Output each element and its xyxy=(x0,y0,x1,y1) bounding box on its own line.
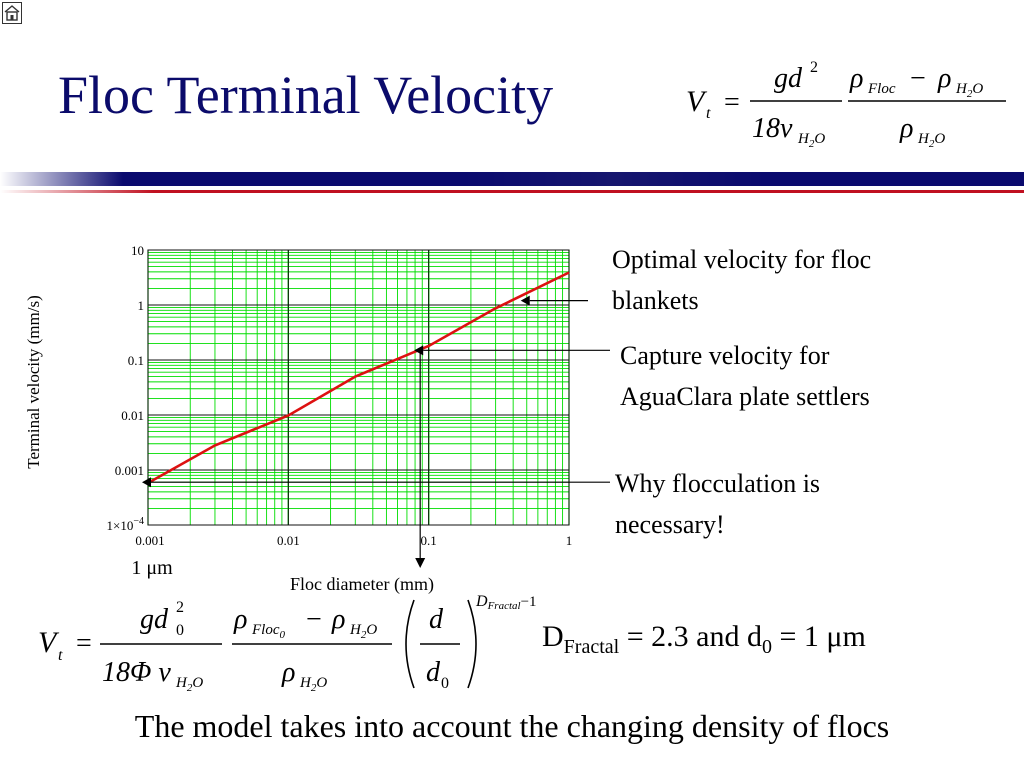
terminal-velocity-formula: V t = gd 2 18ν H2O ρ Floc − ρ H2O ρ H2O xyxy=(686,59,1006,150)
exponent: DFractal−1 xyxy=(475,593,537,612)
formula-eq: = xyxy=(724,87,740,118)
formula-num2-rho2-sub: H2O xyxy=(955,81,983,100)
annotation-line: Capture velocity for xyxy=(620,341,830,370)
x-tick-label: 0.001 xyxy=(135,533,164,548)
formula-num2-minus: − xyxy=(910,63,926,94)
formula-lhs: V xyxy=(686,85,708,118)
formula-num2-rho2-sub: H2O xyxy=(349,622,377,641)
y-tick-label-bottom: 1×10−4 xyxy=(107,516,144,533)
annotation-line: Optimal velocity for floc xyxy=(612,245,872,274)
x-axis-label: Floc diameter (mm) xyxy=(290,574,434,595)
formula-den2-rho: ρ xyxy=(899,113,913,144)
annotation-line: blankets xyxy=(612,286,699,315)
ratio-num: d xyxy=(429,604,444,635)
home-icon xyxy=(4,5,20,21)
y-tick-label: 10 xyxy=(131,243,144,258)
formula-den2-rho: ρ xyxy=(281,657,295,688)
slide-title: Floc Terminal Velocity xyxy=(58,65,554,125)
formula-num1-sup: 2 xyxy=(810,59,818,76)
ratio-den: d xyxy=(426,657,441,688)
markers xyxy=(142,295,530,488)
formula-num2-rho1-sub: Floc0 xyxy=(251,622,286,641)
formula-num2-rho1: ρ xyxy=(849,63,863,94)
ratio-den-sub: 0 xyxy=(441,675,449,692)
formula-num1-sup: 2 xyxy=(176,599,184,616)
param-D: D xyxy=(542,620,564,653)
formula-num1: gd xyxy=(140,604,169,635)
y-tick-label: 0.01 xyxy=(121,408,144,423)
curve-marker xyxy=(520,295,530,306)
formula-lhs-sub: t xyxy=(706,105,711,122)
fractal-velocity-formula: V t = gd 0 2 18Φ ν H2O ρ Floc0 − ρ H2O ρ… xyxy=(38,593,537,694)
annotation-line: AguaClara plate settlers xyxy=(620,382,870,411)
formula-den1-sub: H2O xyxy=(797,131,825,150)
home-button[interactable] xyxy=(2,2,22,24)
formula-num2-minus: − xyxy=(306,604,322,635)
series-line xyxy=(147,271,570,485)
x-extra-label: 1 μm xyxy=(131,557,173,579)
y-tick-label: 0.1 xyxy=(128,353,144,368)
formula-num2-rho1-sub: Floc xyxy=(867,81,896,97)
formula-den2-sub: H2O xyxy=(299,675,327,694)
right-paren xyxy=(467,599,477,689)
formula-num1-sub: 0 xyxy=(176,622,184,639)
formula-num2-rho1: ρ xyxy=(233,604,247,635)
y-tick-label: 0.001 xyxy=(115,463,144,478)
formula-den1: 18ν xyxy=(752,113,793,144)
left-paren xyxy=(405,599,415,689)
annotation-capture-velocity: Capture velocity for AguaClara plate set… xyxy=(620,335,870,417)
fractal-parameters: DFractal = 2.3 and d0 = 1 μm xyxy=(542,620,866,659)
param-D-sub: Fractal xyxy=(563,636,620,658)
x-tick-label: 0.1 xyxy=(421,533,437,548)
formula-den1: 18Φ ν xyxy=(102,657,171,688)
divider-band-blue xyxy=(0,172,1024,186)
formula-den2-sub: H2O xyxy=(917,131,945,150)
formula-lhs-sub: t xyxy=(58,647,63,664)
pointer-down-arrowhead xyxy=(415,558,426,568)
x-tick-label: 0.01 xyxy=(277,533,300,548)
formula-num2-rho2: ρ xyxy=(937,63,951,94)
velocity-chart: 10 1 0.1 0.01 0.001 1×10−4 0.001 0.01 0.… xyxy=(107,243,610,595)
formula-num1: gd xyxy=(774,63,803,94)
annotation-pointers xyxy=(151,300,610,568)
plot-area xyxy=(147,249,570,526)
divider-band-red xyxy=(0,190,1024,193)
y-tick-label: 1 xyxy=(138,298,145,313)
curve-marker xyxy=(142,477,151,488)
formula-num2-rho2: ρ xyxy=(331,604,345,635)
curve-marker xyxy=(414,345,424,356)
param-d-sub: 0 xyxy=(761,636,772,658)
annotation-why-flocculation: Why flocculation is necessary! xyxy=(615,463,820,545)
x-tick-label: 1 xyxy=(566,533,573,548)
formula-den1-sub: H2O xyxy=(175,675,203,694)
formula-eq: = xyxy=(76,628,92,659)
tick-labels: 10 1 0.1 0.01 0.001 1×10−4 0.001 0.01 0.… xyxy=(107,243,573,548)
param-eq1: = 2.3 and d xyxy=(619,620,762,653)
footer-text: The model takes into account the changin… xyxy=(134,708,890,744)
annotation-optimal-velocity: Optimal velocity for floc blankets xyxy=(612,239,871,321)
formula-lhs: V xyxy=(38,626,60,659)
annotation-line: Why flocculation is xyxy=(615,469,821,498)
param-eq2: = 1 μm xyxy=(771,620,866,653)
annotation-line: necessary! xyxy=(615,510,725,539)
